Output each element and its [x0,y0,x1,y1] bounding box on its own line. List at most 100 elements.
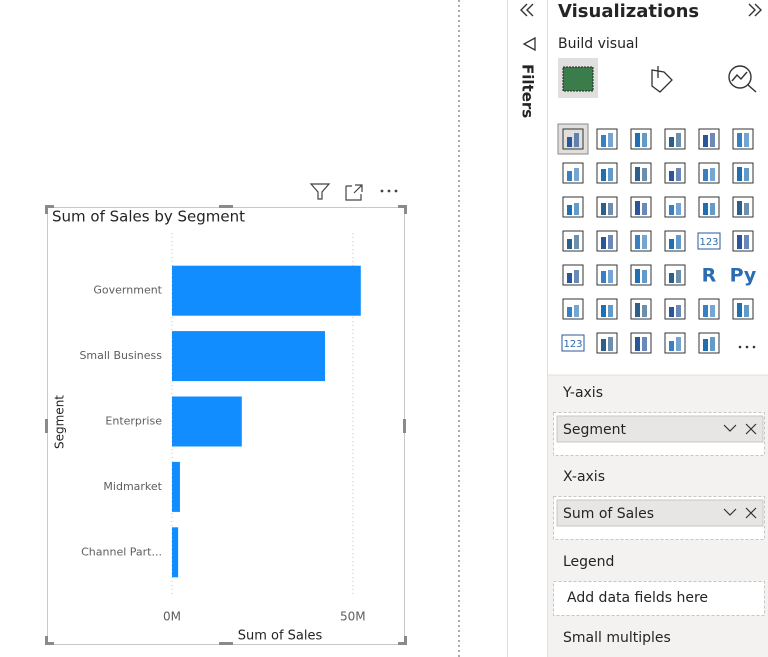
icon-fill [744,168,749,181]
icon-frame [562,264,584,286]
icon-fill [737,235,742,249]
visual-icon[interactable] [630,162,652,184]
icon-fill [574,168,579,181]
icon-frame [698,298,720,320]
visual-icon[interactable] [732,230,754,252]
visual-icon[interactable] [664,162,686,184]
visual-icon[interactable] [698,332,720,354]
visual-icon[interactable] [596,332,618,354]
visual-icon[interactable] [596,128,618,150]
collapse-filters[interactable] [520,3,534,17]
icon-frame [630,298,652,320]
well-box[interactable] [553,581,765,616]
icon-fill [710,133,715,147]
icon-frame [596,196,618,218]
y-axis-title: Segment [53,395,67,449]
focus-icon[interactable] [345,184,363,201]
visual-icon[interactable] [596,196,618,218]
visual-icon[interactable] [732,162,754,184]
icon-frame [596,298,618,320]
visual-icon[interactable] [596,162,618,184]
visual-icon[interactable] [698,196,720,218]
more-visuals[interactable] [745,345,749,349]
bar[interactable] [172,527,179,578]
visual-icon[interactable] [630,264,652,286]
visual-icon[interactable] [562,128,584,150]
icon-frame [732,162,754,184]
icon-fill [635,235,640,249]
icon-frame [664,196,686,218]
visual-icon[interactable] [596,298,618,320]
icon-fill [574,270,579,283]
visual-icon[interactable] [664,230,686,252]
visual-icon-label[interactable]: 123 [563,339,582,350]
field-chevron[interactable] [723,508,737,516]
icon-fill [737,201,742,215]
pane-title: Visualizations [558,1,699,22]
visual-icon[interactable] [562,162,584,184]
icon-frame [562,298,584,320]
visual-icon-label[interactable]: R [702,265,717,287]
visual-icon[interactable] [698,298,720,320]
remove-field[interactable] [745,423,757,435]
bar[interactable] [172,265,361,316]
icon-fill [744,235,749,249]
well-placeholder: Add data fields here [567,590,708,606]
icon-fill [567,307,572,317]
visual-icon[interactable] [630,298,652,320]
bar[interactable] [172,461,180,512]
icon-fill [669,171,674,181]
bar[interactable] [172,331,325,382]
format-tab[interactable] [651,66,673,93]
visual-icon-label[interactable]: 123 [699,237,718,248]
visual-icon[interactable] [698,162,720,184]
visual-icon[interactable] [596,264,618,286]
visual-icon[interactable] [562,298,584,320]
icon-fill [642,305,647,317]
more-options[interactable] [380,189,398,193]
icon-fill [601,271,606,283]
visual-icon[interactable] [664,332,686,354]
remove-field[interactable] [745,507,757,519]
icon-frame [698,162,720,184]
visual-icon[interactable] [697,232,721,250]
more-visuals[interactable] [738,345,742,349]
filters-title[interactable]: Filters [519,64,537,118]
visual-icon-label[interactable]: Py [730,265,757,287]
visual-icon[interactable] [664,196,686,218]
visual-icon[interactable] [732,298,754,320]
visual-icon[interactable] [630,230,652,252]
icon-fill [676,203,681,215]
icon-frame [664,162,686,184]
visual-icon[interactable] [630,128,652,150]
visual-icon[interactable] [562,196,584,218]
visual-icon[interactable] [630,332,652,354]
visual-icon[interactable] [732,196,754,218]
visual-icon[interactable] [664,128,686,150]
visual-icon[interactable] [630,196,652,218]
icon-fill [642,203,647,215]
filter-icon[interactable] [309,183,331,200]
visual-icon[interactable] [562,264,584,286]
icon-fill [669,341,674,351]
icon-frame [562,128,584,150]
bar[interactable] [172,396,242,447]
icon-fill [608,168,613,181]
well-label: Legend [563,554,614,570]
icon-fill [676,270,681,283]
visual-icon[interactable] [664,264,686,286]
icon-fill [635,133,640,147]
icon-frame [630,230,652,252]
visual-icon[interactable] [664,298,686,320]
visual-icon[interactable] [596,230,618,252]
more-visuals[interactable] [752,345,756,349]
field-chevron[interactable] [723,424,737,432]
analytics-tab[interactable] [728,65,752,89]
visual-icon[interactable] [698,128,720,150]
visual-icon[interactable] [562,230,584,252]
visual-icon[interactable] [732,128,754,150]
x-tick-label: 50M [340,610,366,624]
icon-frame [630,264,652,286]
visual-icon[interactable] [561,334,585,352]
expand-pane[interactable] [748,3,762,17]
